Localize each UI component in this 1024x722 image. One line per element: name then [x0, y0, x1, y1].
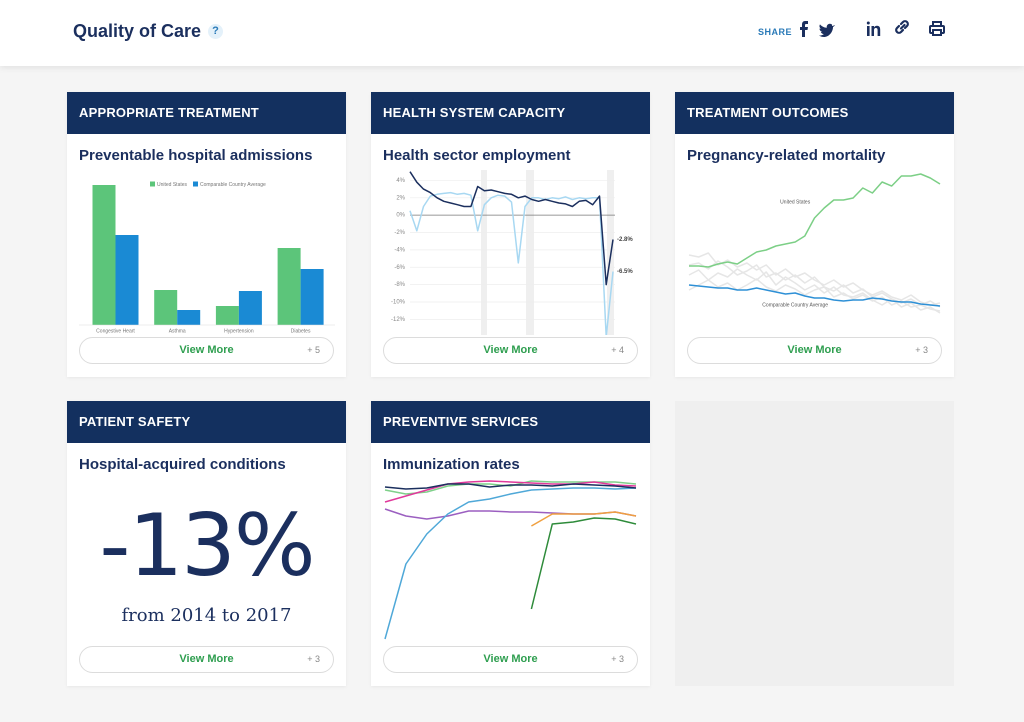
category-label: Hypertension: [224, 328, 254, 334]
series-line: [409, 191, 614, 335]
recession-band: [526, 170, 534, 335]
card-title: Immunization rates: [383, 456, 520, 473]
bar: [238, 291, 262, 325]
legend-swatch: [150, 181, 155, 187]
card: HEALTH SYSTEM CAPACITY Health sector empl…: [371, 92, 650, 377]
view-more-button[interactable]: View More + 4: [383, 337, 638, 364]
view-more-label: View More: [483, 653, 538, 665]
page-title: Quality of Care: [73, 21, 202, 41]
series-line: [384, 483, 637, 490]
chart: Congestive Heart Asthma Hypertension Diabet…: [79, 181, 335, 334]
category-label: Asthma: [169, 328, 186, 334]
twitter-icon[interactable]: [819, 23, 835, 37]
y-tick-label: -4%: [394, 247, 405, 253]
series-line: [530, 517, 637, 610]
card-title: Pregnancy-related mortality: [687, 147, 886, 164]
y-tick-label: -6%: [394, 265, 405, 271]
card-title: Hospital-acquired conditions: [79, 456, 286, 473]
series-line: [689, 173, 941, 268]
category-label: Congestive Heart: [96, 328, 135, 334]
series-label: United States: [780, 199, 811, 205]
view-more-label: View More: [787, 344, 842, 356]
series-label: Comparable Country Average: [762, 302, 828, 308]
facebook-icon[interactable]: [800, 21, 808, 37]
chart: 4% 2% 0% -2% -4% -6% -8% -10% -12% -6.5% -2.8%: [391, 170, 633, 335]
legend-label: United States: [157, 182, 188, 188]
chart: [384, 480, 637, 640]
series-line: [688, 268, 941, 314]
card-header: PATIENT SAFETY: [67, 401, 346, 443]
more-count: + 5: [307, 345, 320, 355]
y-tick-label: -2%: [394, 230, 405, 236]
series-line: [409, 171, 614, 286]
chart: United States Comparable Country Average: [688, 173, 941, 314]
share-label: SHARE: [758, 27, 793, 37]
series-line: [688, 284, 941, 307]
card: TREATMENT OUTCOMES Pregnancy-related mort…: [675, 92, 954, 377]
stat-value: -13%: [99, 496, 315, 596]
bar: [92, 185, 116, 325]
stat-caption: from 2014 to 2017: [121, 605, 292, 626]
series-line: [384, 487, 637, 640]
more-count: + 4: [611, 345, 624, 355]
card-title: Preventable hospital admissions: [79, 147, 313, 164]
category-label: Diabetes: [291, 328, 311, 334]
card-title: Health sector employment: [383, 147, 571, 164]
view-more-button[interactable]: View More + 3: [687, 337, 942, 364]
bar: [300, 269, 324, 325]
bar: [177, 310, 201, 325]
bar: [215, 306, 239, 325]
view-more-label: View More: [483, 344, 538, 356]
legend-swatch: [193, 181, 198, 187]
more-count: + 3: [307, 654, 320, 664]
card-header: HEALTH SYSTEM CAPACITY: [371, 92, 650, 134]
recession-band: [481, 170, 487, 335]
y-tick-label: 2%: [396, 195, 405, 201]
y-tick-label: -12%: [391, 317, 406, 323]
view-more-label: View More: [179, 344, 234, 356]
card: PATIENT SAFETY Hospital-acquired conditio…: [67, 401, 346, 686]
empty-card: [675, 401, 954, 686]
bar: [115, 235, 139, 325]
series-line: [384, 480, 637, 503]
share-icons: [800, 20, 945, 37]
print-icon[interactable]: [929, 21, 945, 36]
card-header: APPROPRIATE TREATMENT: [67, 92, 346, 134]
card-header: PREVENTIVE SERVICES: [371, 401, 650, 443]
bar: [277, 248, 301, 325]
legend-label: Comparable Country Average: [200, 182, 266, 188]
view-more-button[interactable]: View More + 3: [383, 646, 638, 673]
end-label: -2.8%: [617, 237, 633, 243]
link-icon[interactable]: [895, 20, 909, 34]
card-header: TREATMENT OUTCOMES: [675, 92, 954, 134]
view-more-label: View More: [179, 653, 234, 665]
y-tick-label: -8%: [394, 282, 405, 288]
help-button[interactable]: ?: [208, 24, 223, 39]
bar: [154, 290, 178, 325]
end-label: -6.5%: [617, 269, 633, 275]
card: APPROPRIATE TREATMENT Preventable hospita…: [67, 92, 346, 377]
series-line: [531, 511, 637, 527]
linkedin-icon[interactable]: [866, 21, 881, 37]
view-more-button[interactable]: View More + 3: [79, 646, 334, 673]
header: Quality of Care ? SHARE: [0, 0, 1024, 66]
more-count: + 3: [611, 654, 624, 664]
y-tick-label: 0%: [396, 213, 405, 219]
series-line: [688, 252, 941, 306]
y-tick-label: -10%: [391, 300, 406, 306]
view-more-button[interactable]: View More + 5: [79, 337, 334, 364]
more-count: + 3: [915, 345, 928, 355]
card: PREVENTIVE SERVICES Immunization rates Vie…: [371, 401, 650, 686]
y-tick-label: 4%: [396, 178, 405, 184]
